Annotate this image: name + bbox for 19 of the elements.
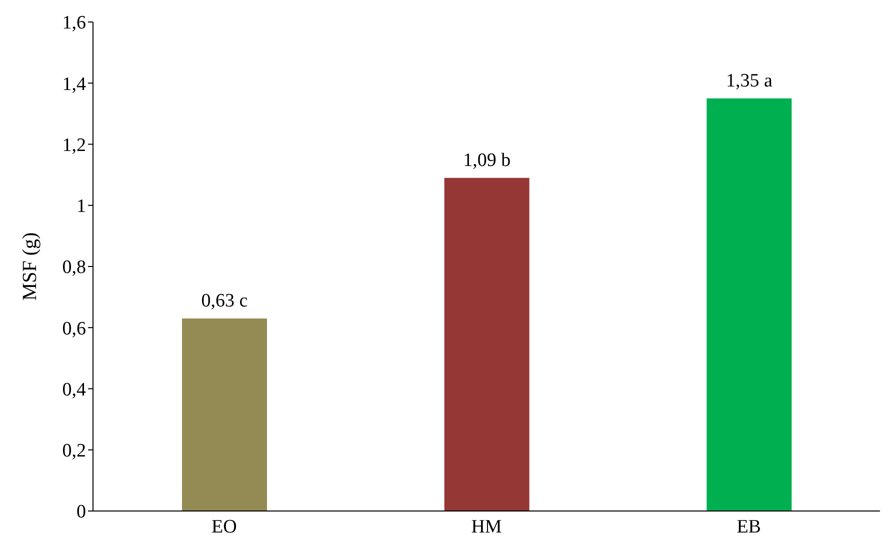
data-label: 1,35 a [726,70,773,92]
x-tick-label: HM [471,516,502,538]
x-tick-label: EB [736,516,761,538]
y-tick-label: 1,6 [62,12,86,34]
y-axis-title: MSF (g) [19,232,41,301]
bar [706,98,792,511]
y-tick-label: 0,8 [62,257,86,278]
bar [444,178,530,511]
y-tick-label: 0 [76,502,86,523]
y-tick-label: 0,4 [62,379,86,400]
data-label: 1,09 b [463,150,511,171]
y-tick-label: 1 [76,196,86,218]
data-label: 0,63 c [201,290,248,312]
y-tick-label: 0,2 [62,440,86,462]
bar [182,318,267,511]
y-tick-label: 0,6 [62,318,86,340]
y-tick-label: 1,4 [62,74,86,95]
y-tick-label: 1,2 [62,134,86,156]
x-tick-label: EO [212,516,237,538]
